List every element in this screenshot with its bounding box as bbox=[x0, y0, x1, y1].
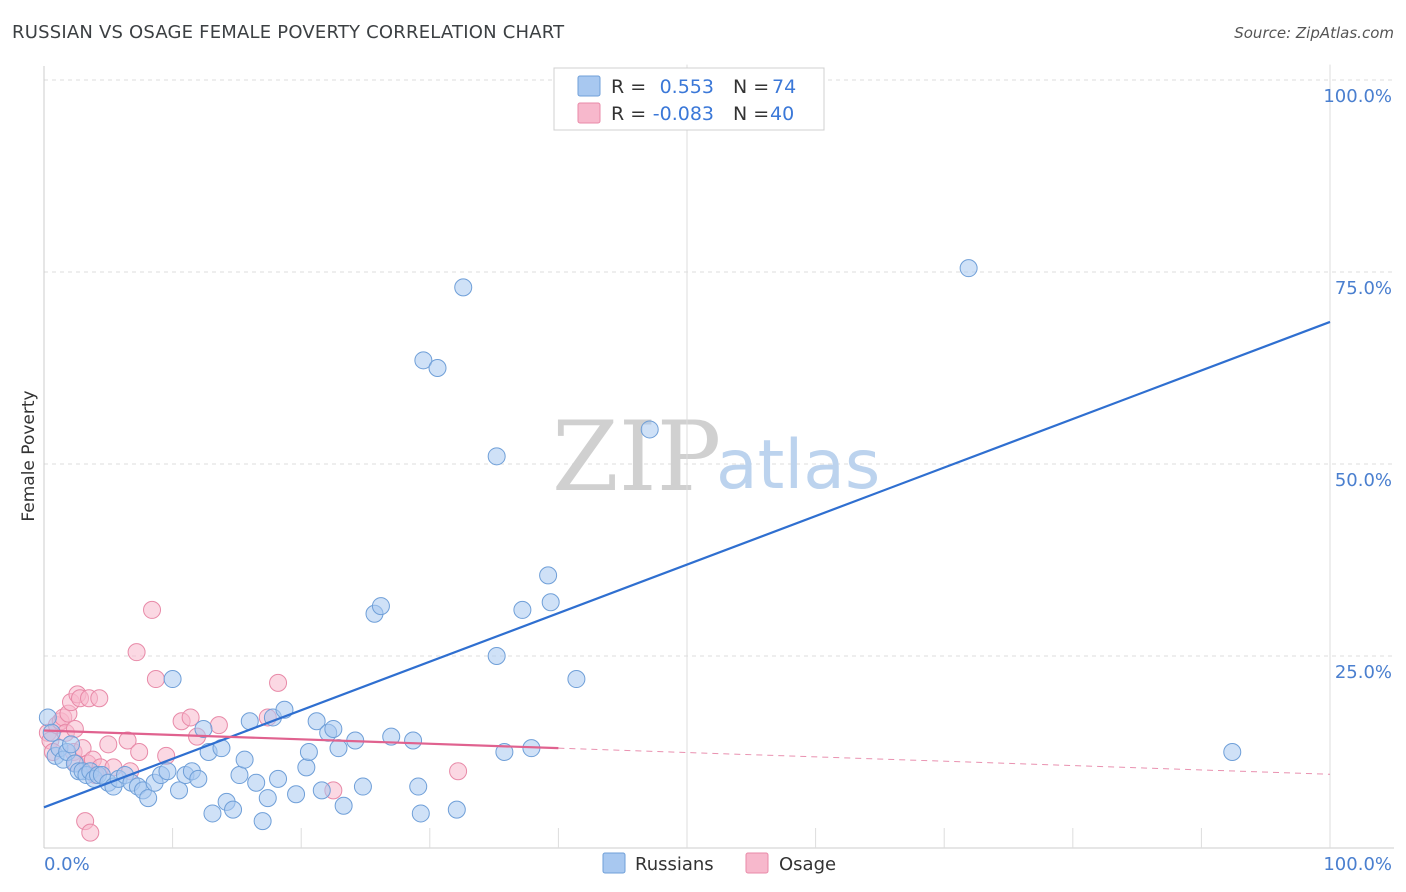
russian-point bbox=[1223, 743, 1242, 761]
russian-point bbox=[194, 719, 213, 738]
russian-point bbox=[959, 259, 978, 278]
russian-point bbox=[297, 758, 316, 777]
russians-trend-line bbox=[43, 320, 1331, 809]
tick-labels: 25.0% 50.0% 75.0% 100.0% 0.0% 100.0% bbox=[44, 86, 1392, 875]
legend-n-label-osage: N = bbox=[733, 103, 769, 125]
russian-point bbox=[224, 800, 243, 819]
legend-swatch-russians bbox=[577, 75, 601, 97]
russian-point bbox=[189, 769, 208, 788]
russian-point bbox=[371, 597, 390, 616]
russian-point bbox=[38, 708, 57, 727]
y-axis-label: Female Poverty bbox=[19, 390, 39, 521]
legend-n-label-russians: N = bbox=[733, 76, 769, 98]
osage-point bbox=[269, 673, 288, 692]
russian-point bbox=[487, 647, 506, 665]
russian-point bbox=[428, 359, 447, 377]
osage-point bbox=[81, 823, 100, 842]
russian-point bbox=[62, 735, 81, 754]
legend-label-osage: Osage bbox=[779, 854, 836, 875]
russian-point bbox=[382, 727, 401, 746]
russian-point bbox=[299, 743, 318, 761]
russian-point bbox=[235, 750, 254, 769]
russian-point bbox=[42, 723, 61, 742]
watermark-zip: ZIP bbox=[552, 401, 721, 513]
axes bbox=[43, 64, 1394, 849]
legend-n-value-russians: 74 bbox=[772, 76, 796, 98]
russian-point bbox=[307, 712, 326, 731]
russian-point bbox=[640, 420, 659, 439]
russian-point bbox=[334, 796, 353, 815]
trend-lines bbox=[43, 320, 1331, 809]
russian-point bbox=[230, 766, 249, 785]
russian-point bbox=[329, 739, 348, 758]
russian-point bbox=[567, 670, 586, 689]
osage-trend-extension bbox=[558, 747, 1331, 775]
russian-point bbox=[158, 762, 177, 781]
legend-swatch-russians-bottom bbox=[602, 852, 626, 874]
russian-point bbox=[253, 812, 272, 831]
russian-point bbox=[312, 781, 331, 800]
russian-point bbox=[353, 777, 372, 796]
russian-point bbox=[287, 785, 306, 804]
chart-title: RUSSIAN VS OSAGE FEMALE POVERTY CORRELAT… bbox=[12, 22, 565, 43]
osage-point bbox=[209, 716, 228, 735]
russian-point bbox=[414, 351, 433, 370]
osage-point bbox=[118, 731, 137, 750]
russian-point bbox=[409, 777, 428, 796]
legend-r-label-russians: R = bbox=[611, 76, 646, 98]
x-tick-label: 100.0% bbox=[1323, 854, 1392, 875]
russian-point bbox=[447, 800, 466, 819]
russian-point bbox=[454, 278, 473, 297]
legend-r-value-osage: -0.083 bbox=[653, 103, 714, 125]
russian-point bbox=[258, 789, 277, 808]
russian-point bbox=[495, 743, 514, 761]
legend-n-value-osage: 40 bbox=[770, 103, 794, 125]
legend-r-label-osage: R = bbox=[611, 103, 646, 125]
russian-point bbox=[170, 781, 189, 800]
russian-point bbox=[139, 789, 158, 808]
osage-trend-line bbox=[43, 729, 559, 750]
legend-label-russians: Russians bbox=[635, 854, 714, 875]
russian-point bbox=[203, 804, 222, 823]
grid-lines bbox=[44, 79, 1394, 657]
osage-point bbox=[130, 743, 149, 761]
osage-point bbox=[127, 643, 146, 662]
russian-point bbox=[513, 600, 532, 619]
series-legend: Russians Osage bbox=[602, 852, 836, 875]
russian-points bbox=[38, 259, 1242, 831]
x-tick-label: 0.0% bbox=[44, 854, 90, 875]
osage-point bbox=[181, 708, 200, 727]
osage-point bbox=[99, 735, 118, 754]
legend-swatch-osage bbox=[577, 102, 601, 124]
russian-point bbox=[539, 566, 558, 585]
y-tick-label: 50.0% bbox=[1335, 470, 1392, 491]
russian-point bbox=[411, 804, 430, 823]
y-tick-label: 100.0% bbox=[1323, 86, 1392, 107]
russian-point bbox=[247, 773, 266, 792]
russian-point bbox=[163, 670, 182, 689]
osage-point bbox=[146, 670, 165, 689]
legend-swatch-osage-bottom bbox=[745, 852, 769, 874]
legend-r-value-russians: 0.553 bbox=[660, 76, 714, 98]
osage-point bbox=[65, 719, 84, 738]
correlation-legend: R = 0.553 N = 74 R = -0.083 N = 40 bbox=[553, 67, 825, 131]
russian-point bbox=[269, 769, 288, 788]
russian-point bbox=[541, 593, 560, 612]
y-tick-label: 75.0% bbox=[1335, 278, 1392, 299]
osage-point bbox=[143, 600, 162, 619]
watermark-atlas: atlas bbox=[716, 426, 880, 505]
osage-point bbox=[449, 762, 468, 781]
osage-points bbox=[38, 600, 468, 842]
osage-point bbox=[90, 689, 109, 708]
russian-point bbox=[324, 719, 343, 738]
russian-point bbox=[404, 731, 423, 750]
source-label: Source: ZipAtlas.com bbox=[1234, 24, 1394, 42]
russian-point bbox=[487, 447, 506, 466]
y-tick-label: 25.0% bbox=[1335, 662, 1392, 683]
